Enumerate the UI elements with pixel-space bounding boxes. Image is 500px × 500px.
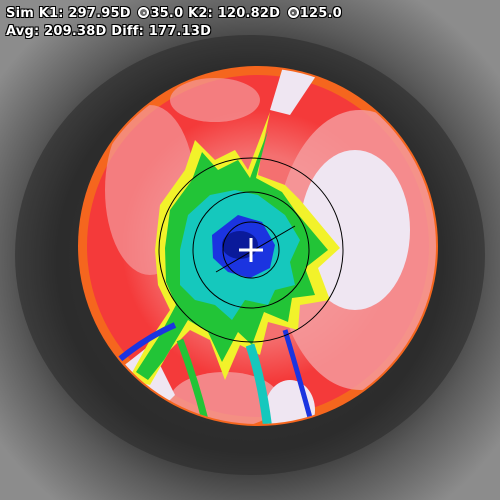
degree-circle-icon <box>138 7 150 18</box>
color-map-zones <box>92 68 436 424</box>
diff-label: Diff: <box>111 24 144 39</box>
k2-label: K2: <box>188 6 213 21</box>
reference-rings <box>158 157 344 343</box>
k2-value: 120.82D <box>217 6 281 21</box>
avg-value: 209.38D <box>44 24 107 39</box>
k2-axis: 125.0 <box>299 6 342 21</box>
ring-inner <box>222 221 280 279</box>
sim-k1-axis: 35.0 <box>150 6 184 21</box>
keratometry-readout-line1: Sim K1: 297.95D 35.0 K2: 120.82D 125.0 <box>6 6 342 21</box>
pink-zone-top <box>170 78 260 122</box>
diff-value: 177.13D <box>148 24 212 39</box>
crosshair-plus-icon <box>239 238 263 262</box>
ring-outer <box>158 157 344 343</box>
keratometry-readout-line2: Avg: 209.38D Diff: 177.13D <box>6 24 211 39</box>
green-streak-left <box>176 338 209 421</box>
blue-streak-mid <box>245 343 273 424</box>
sim-k1-value: 297.95D <box>68 6 131 21</box>
degree-circle-icon <box>287 7 299 18</box>
pale-zone-right <box>300 150 410 310</box>
blue-streak-right <box>282 329 315 424</box>
sim-k1-label: Sim K1: <box>6 6 64 21</box>
ring-middle <box>192 191 310 309</box>
avg-label: Avg: <box>6 24 40 39</box>
navy-core <box>222 231 258 259</box>
